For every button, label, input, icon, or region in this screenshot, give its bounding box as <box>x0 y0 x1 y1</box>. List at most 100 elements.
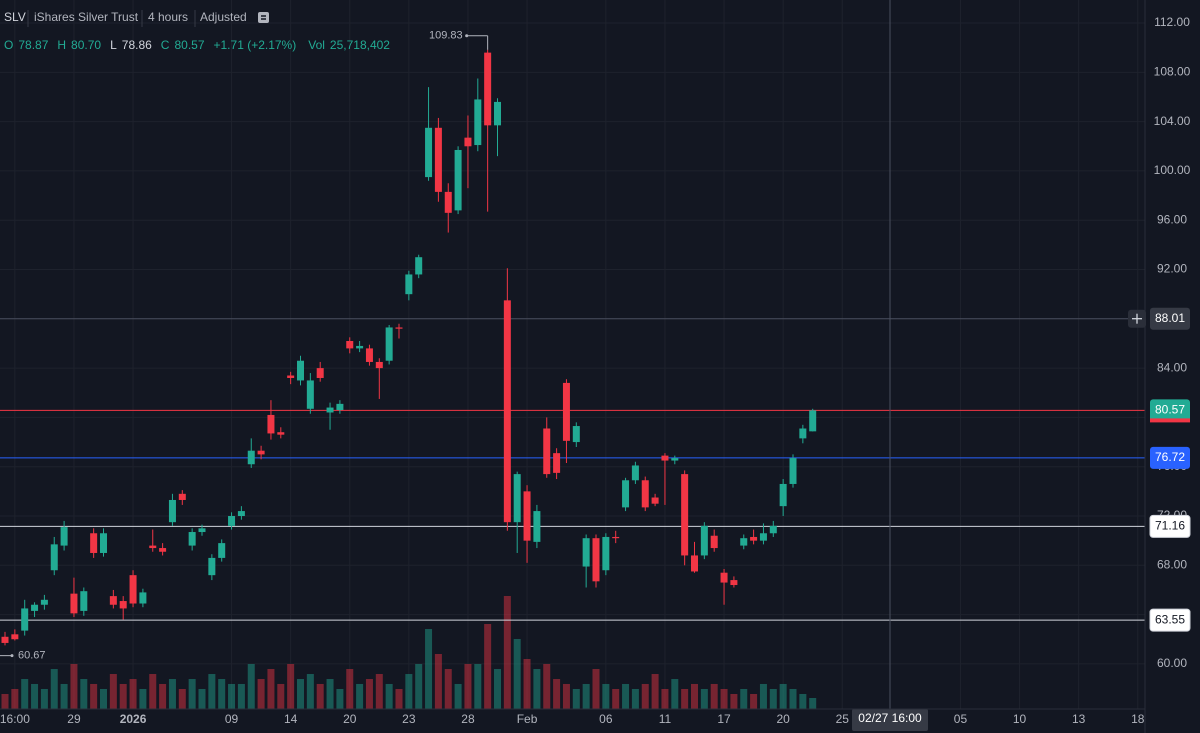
price-label-accent <box>1150 418 1190 423</box>
y-tick-label: 108.00 <box>1154 65 1191 79</box>
candle-body <box>710 535 718 549</box>
volume-bar <box>346 669 354 709</box>
volume-bar <box>720 688 728 709</box>
y-tick-label: 100.00 <box>1154 163 1191 177</box>
candle-body <box>553 453 561 473</box>
x-tick-label: 09 <box>225 712 239 726</box>
candle-body <box>750 536 758 541</box>
volume-bar <box>631 688 639 709</box>
price-label: 80.57 <box>1155 403 1185 417</box>
y-tick-label: 92.00 <box>1157 262 1187 276</box>
volume-bar <box>60 683 68 709</box>
x-tick-label: 10 <box>1013 712 1027 726</box>
candle-body <box>769 525 777 534</box>
volume-bar <box>129 679 137 709</box>
volume-bar <box>287 664 295 709</box>
candle-body <box>562 382 570 441</box>
x-tick-label: 2026 <box>120 712 147 726</box>
x-tick-label: 11 <box>659 712 672 726</box>
volume-bar <box>671 679 679 709</box>
candle-body <box>316 368 324 378</box>
candle-body <box>671 458 679 461</box>
collapse-button[interactable] <box>258 12 269 23</box>
marker-dot <box>10 654 14 658</box>
volume-bar <box>700 688 708 709</box>
candle-body <box>444 191 452 213</box>
candle-body <box>100 533 107 553</box>
volume-bar <box>562 683 570 709</box>
y-tick-label: 104.00 <box>1154 114 1191 128</box>
x-tick-label: 28 <box>461 712 475 726</box>
candle-body <box>50 544 58 571</box>
crosshair-time-box <box>852 709 928 731</box>
legend-value: 78.86 <box>122 38 152 52</box>
candle-body <box>622 480 630 508</box>
volume-bar <box>228 683 236 709</box>
candle-body <box>178 493 186 500</box>
candle-body <box>730 580 738 586</box>
x-tick-label: 25 <box>836 712 850 726</box>
candle-body <box>651 497 659 504</box>
candle-body <box>415 257 423 275</box>
volume-bar <box>159 683 167 709</box>
legend-key: H <box>57 38 66 52</box>
price-label-box <box>1149 514 1191 538</box>
volume-bar <box>336 688 344 709</box>
candle-body <box>159 548 167 552</box>
candle-body <box>631 465 639 481</box>
volume-bar <box>208 674 216 709</box>
legend-volume: 25,718,402 <box>330 38 390 52</box>
volume-bar <box>750 693 758 709</box>
candle-body <box>247 450 255 465</box>
candle-body <box>1 636 9 643</box>
volume-bar <box>375 674 383 709</box>
volume-bar <box>513 638 521 709</box>
candle-body <box>681 474 689 556</box>
candle-body <box>168 499 176 523</box>
volume-bar <box>533 669 541 709</box>
volume-bar <box>444 669 452 709</box>
instrument-name: iShares Silver Trust <box>34 10 139 24</box>
volume-bar <box>297 679 304 709</box>
candle-body <box>326 407 334 413</box>
candle-body <box>484 52 492 126</box>
volume-bar <box>119 683 127 709</box>
candle-body <box>779 483 787 507</box>
price-label-box <box>1150 446 1190 469</box>
candle-body <box>208 557 216 576</box>
candle-body <box>198 528 206 533</box>
volume-bar <box>799 693 807 709</box>
x-tick-label: 23 <box>402 712 416 726</box>
candle-body <box>592 538 600 582</box>
volume-bar <box>592 669 600 709</box>
x-tick-label: 14 <box>284 712 298 726</box>
legend-key: Vol <box>308 38 325 52</box>
volume-bar <box>661 688 669 709</box>
candle-body <box>139 592 147 604</box>
volume-bar <box>710 683 718 709</box>
volume-bar <box>434 653 442 709</box>
legend-value: 80.57 <box>174 38 204 52</box>
candle-body <box>385 327 393 361</box>
legend-value: 80.70 <box>71 38 101 52</box>
legend-key: L <box>110 38 117 52</box>
candle-body <box>789 458 797 484</box>
candle-body <box>365 348 373 362</box>
candle-body <box>336 403 344 411</box>
volume-bar <box>267 669 275 709</box>
volume-bar <box>691 683 698 709</box>
candle-body <box>287 375 295 378</box>
volume-bar <box>651 674 659 709</box>
symbol: SLV <box>4 10 26 24</box>
y-tick-label: 96.00 <box>1157 212 1187 226</box>
candle-body <box>494 101 501 126</box>
volume-bar <box>188 679 196 709</box>
volume-bar <box>740 688 748 709</box>
candle-body <box>612 536 620 539</box>
candle-body <box>799 428 807 439</box>
volume-bar <box>385 683 393 709</box>
candle-body <box>425 127 433 178</box>
x-tick-label: 17 <box>717 712 731 726</box>
y-tick-label: 112.00 <box>1154 15 1190 29</box>
